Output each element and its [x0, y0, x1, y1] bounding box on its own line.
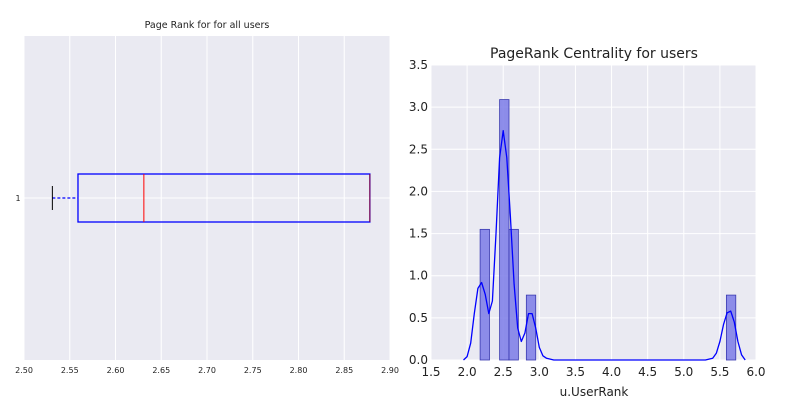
histogram-bar — [725, 294, 737, 361]
x-tick-labels: 1.5 2.0 2.5 3.0 3.5 4.0 4.5 5.0 5.5 6.0 — [421, 365, 765, 379]
x-tick-label: 3.5 — [566, 365, 585, 379]
x-tick-label: 5.0 — [674, 365, 693, 379]
y-tick-labels: 0.0 0.5 1.0 1.5 2.0 2.5 3.0 3.5 — [409, 58, 428, 367]
x-tick-label: 2.80 — [290, 366, 308, 375]
x-tick-label: 4.0 — [602, 365, 621, 379]
chart-title: PageRank Centrality for users — [490, 46, 698, 62]
x-tick-label: 6.0 — [746, 365, 765, 379]
x-tick-label: 3.0 — [530, 365, 549, 379]
x-tick-label: 5.5 — [710, 365, 729, 379]
y-tick-label: 1.0 — [409, 269, 428, 283]
gridlines — [430, 64, 757, 361]
chart-title: Page Rank for for all users — [145, 20, 270, 31]
x-tick-label: 2.70 — [198, 366, 216, 375]
histogram-bar — [525, 294, 537, 361]
boxplot-chart: Page Rank for for all users 2.50 2.55 2.60… — [15, 20, 399, 375]
histogram-bar — [508, 228, 519, 361]
y-tick-label: 3.0 — [409, 100, 428, 114]
x-tick-label: 2.85 — [335, 366, 353, 375]
y-tick-label: 2.0 — [409, 184, 428, 198]
x-tick-label: 2.5 — [494, 365, 513, 379]
y-tick-label: 2.5 — [409, 142, 428, 156]
x-tick-label: 2.50 — [15, 366, 33, 375]
y-tick-label: 1.5 — [409, 227, 428, 241]
x-tick-label: 2.90 — [381, 366, 399, 375]
x-tick-label: 2.65 — [152, 366, 170, 375]
y-tick-label: 0.0 — [409, 353, 428, 367]
x-tick-label: 2.75 — [244, 366, 262, 375]
y-tick-label: 0.5 — [409, 311, 428, 325]
x-tick-label: 2.55 — [61, 366, 79, 375]
x-tick-label: 2.0 — [458, 365, 477, 379]
y-tick-label: 3.5 — [409, 58, 428, 72]
y-tick-labels: 1 — [15, 194, 20, 203]
histogram-chart: PageRank Centrality for users 1.5 2.0 2.5 3… — [409, 46, 766, 399]
kde-line — [463, 130, 746, 361]
kde-curve — [463, 130, 746, 361]
boxplot-marks — [51, 173, 371, 223]
x-tick-label: 2.60 — [107, 366, 125, 375]
x-tick-label: 4.5 — [638, 365, 657, 379]
x-tick-labels: 2.50 2.55 2.60 2.65 2.70 2.75 2.80 2.85 2.90 — [15, 366, 399, 375]
y-tick-label: 1 — [15, 194, 20, 203]
x-axis-label: u.UserRank — [560, 385, 629, 399]
x-tick-label: 1.5 — [421, 365, 440, 379]
